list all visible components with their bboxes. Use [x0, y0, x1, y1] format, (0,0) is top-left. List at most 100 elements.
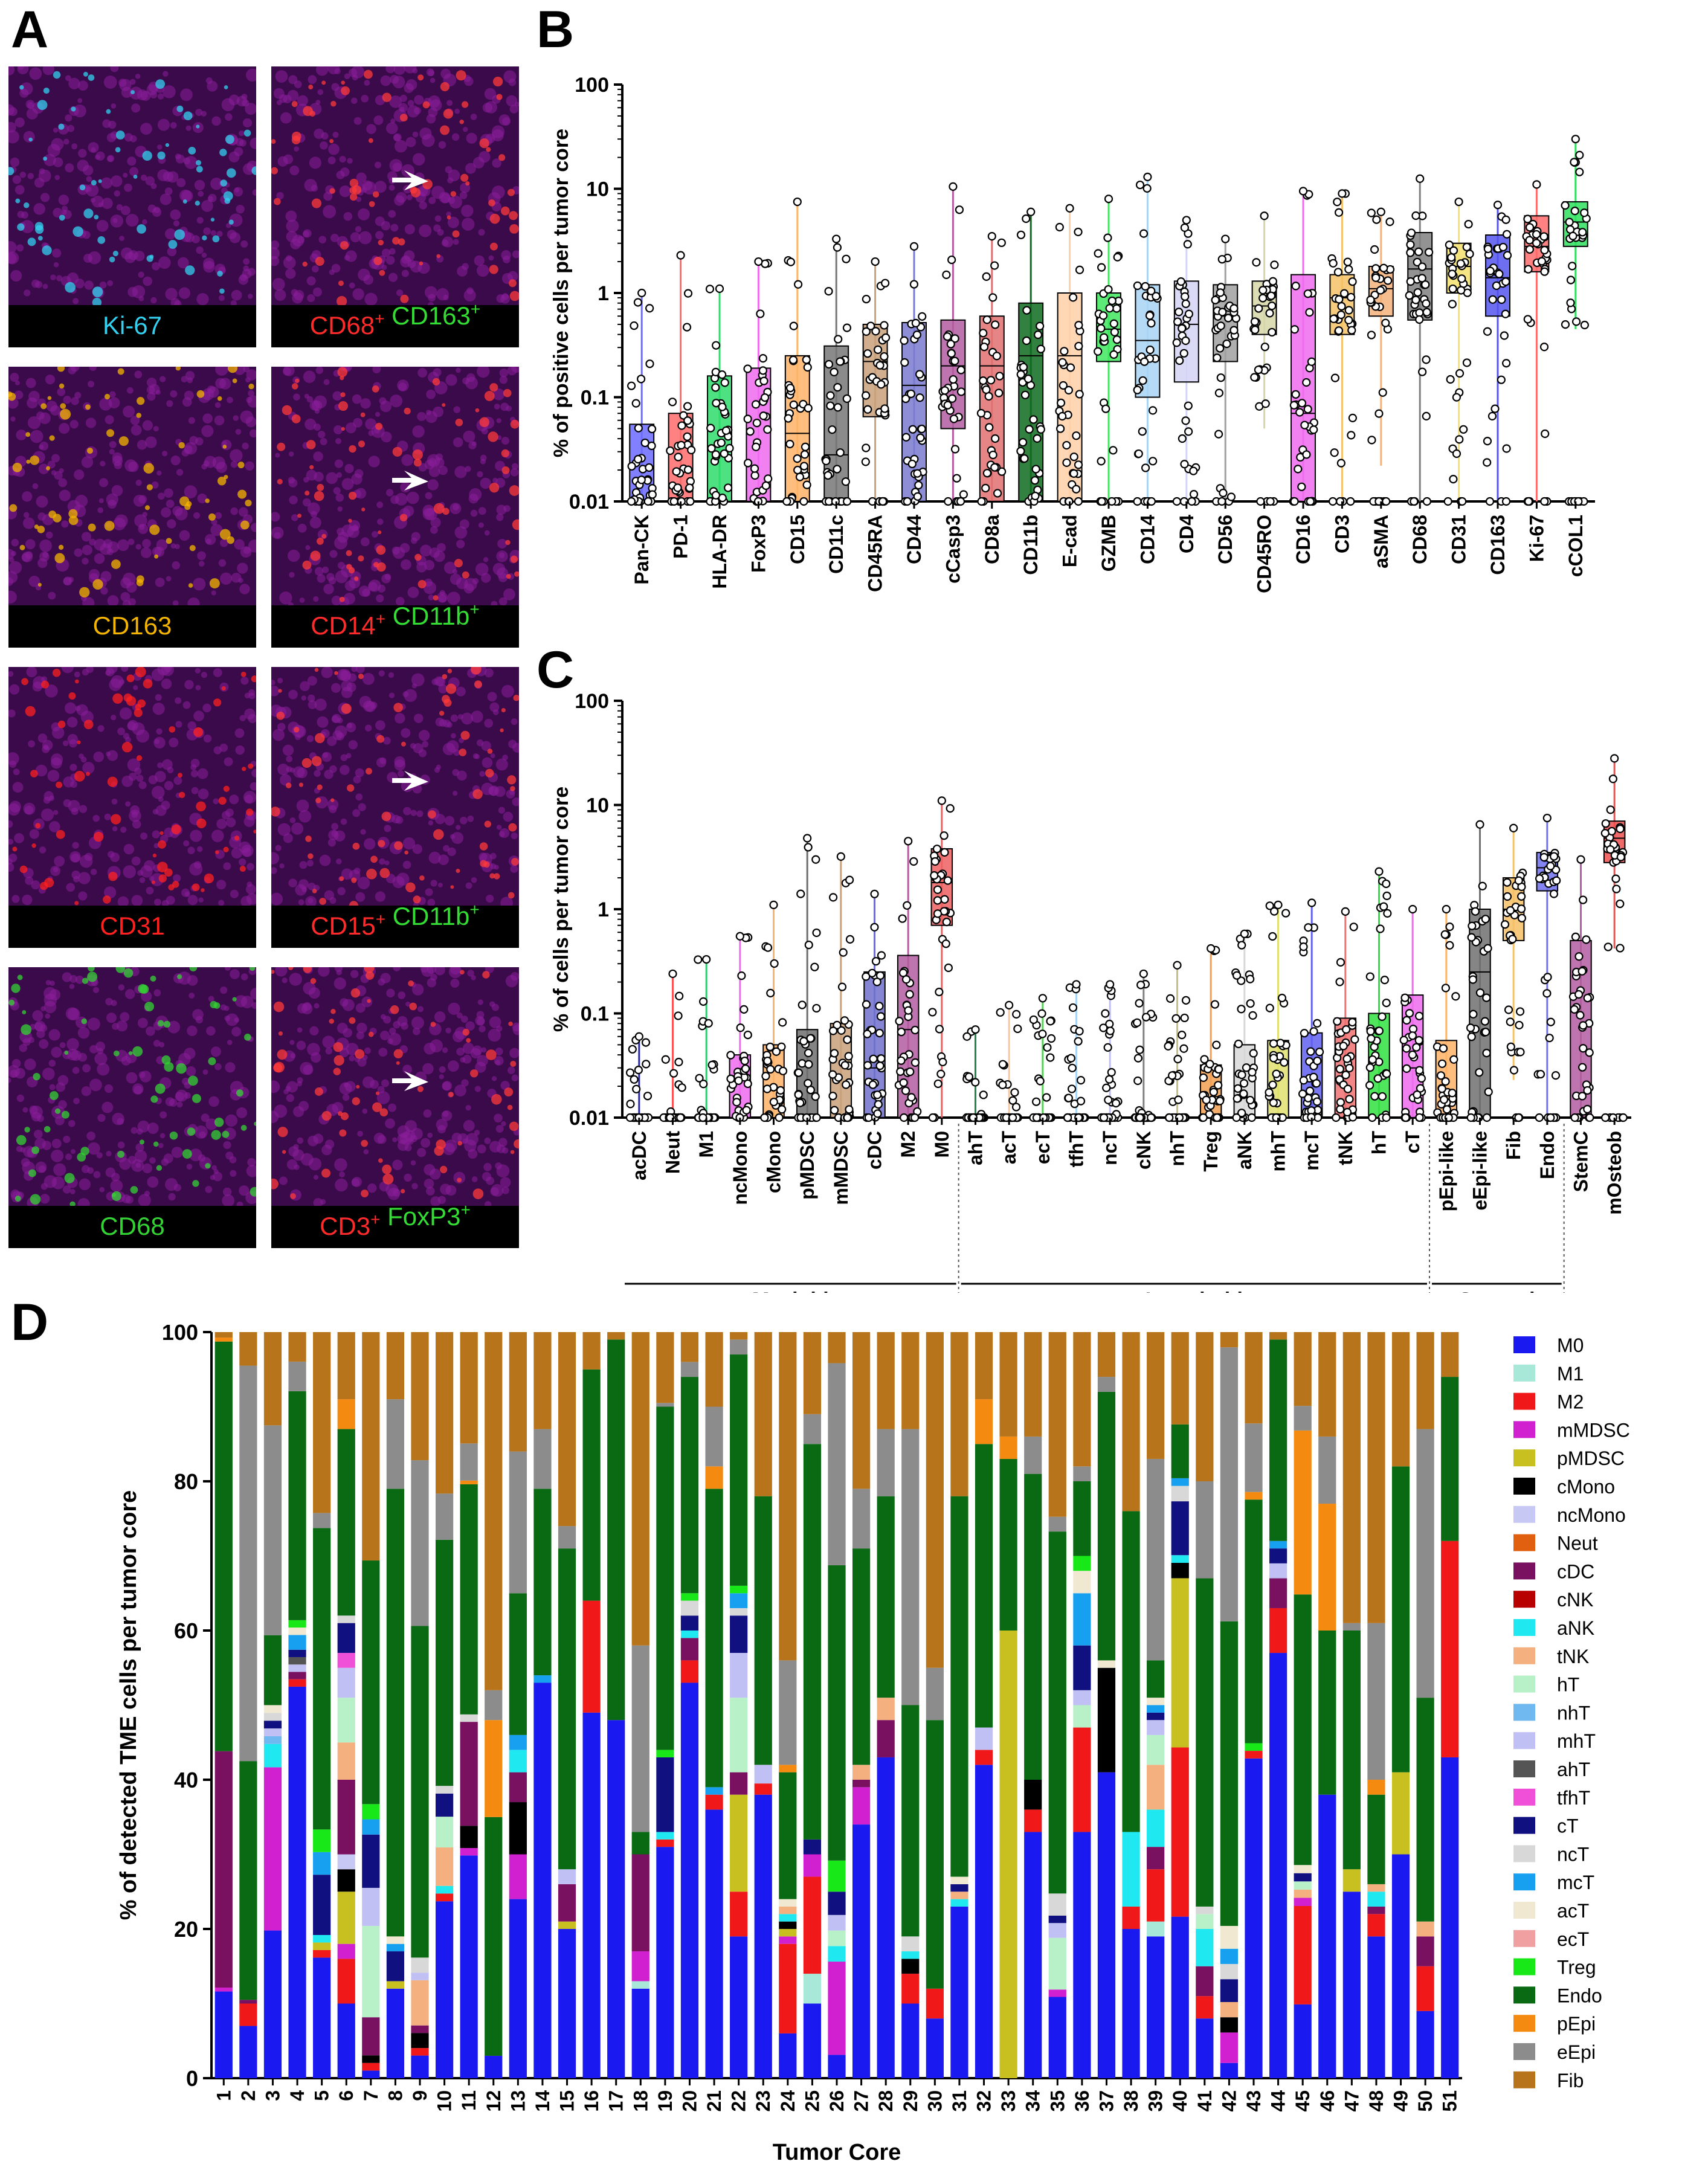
- data-point: [1143, 172, 1152, 181]
- data-point: [1468, 975, 1478, 984]
- nucleus-dot: [362, 672, 375, 685]
- data-point: [1046, 1034, 1056, 1043]
- marker-dot: [277, 478, 283, 485]
- nucleus-dot: [491, 1076, 497, 1081]
- data-point: [907, 1093, 916, 1102]
- marker-dot: [392, 446, 402, 457]
- nucleus-dot: [308, 883, 316, 890]
- nucleus-dot: [453, 406, 461, 413]
- data-point: [1345, 1063, 1354, 1073]
- x-tick-label: pEpi-like: [1436, 1131, 1457, 1211]
- nucleus-dot: [326, 472, 338, 485]
- nucleus-dot: [185, 125, 192, 131]
- marker-dot: [404, 850, 408, 855]
- nucleus-dot: [125, 801, 131, 807]
- nucleus-dot: [496, 294, 505, 303]
- data-point: [950, 356, 959, 365]
- nucleus-dot: [401, 269, 409, 277]
- marker-dot: [290, 1193, 296, 1199]
- data-point: [1056, 424, 1065, 433]
- marker-dot: [161, 1055, 171, 1065]
- data-point: [1485, 497, 1495, 506]
- nucleus-dot: [88, 142, 99, 153]
- marker-dot: [240, 1124, 247, 1131]
- marker-dot: [351, 877, 357, 883]
- nucleus-dot: [372, 367, 381, 373]
- marker-dot: [501, 449, 509, 458]
- nucleus-dot: [395, 713, 405, 724]
- nucleus-dot: [317, 574, 326, 583]
- nucleus-dot: [314, 128, 324, 140]
- nucleus-dot: [282, 744, 294, 756]
- marker-dot: [61, 1110, 69, 1119]
- data-point: [947, 394, 957, 403]
- nucleus-dot: [202, 1069, 208, 1075]
- data-point: [868, 1080, 877, 1089]
- nucleus-dot: [167, 519, 176, 529]
- marker-dot: [182, 199, 187, 204]
- marker-dot: [196, 166, 203, 173]
- data-point: [743, 1030, 752, 1040]
- data-point: [1437, 1084, 1446, 1093]
- nucleus-dot: [199, 1157, 212, 1170]
- nucleus-dot: [69, 984, 75, 990]
- data-point: [1068, 1063, 1077, 1072]
- data-point: [704, 1019, 713, 1028]
- data-point: [674, 452, 683, 462]
- nucleus-dot: [170, 390, 178, 398]
- marker-dot: [74, 901, 79, 906]
- nucleus-dot: [8, 130, 19, 144]
- data-point: [935, 987, 944, 997]
- data-point: [915, 370, 924, 379]
- box-stemc: [1568, 855, 1594, 1122]
- nucleus-dot: [411, 673, 425, 687]
- nucleus-dot: [507, 1066, 515, 1074]
- nucleus-dot: [340, 754, 348, 761]
- data-point: [1062, 458, 1071, 467]
- nucleus-dot: [360, 398, 371, 409]
- data-point: [915, 393, 924, 402]
- data-point: [1313, 1019, 1322, 1028]
- data-point: [1036, 1077, 1045, 1086]
- nucleus-dot: [375, 231, 384, 240]
- nucleus-dot: [331, 263, 341, 273]
- nucleus-dot: [161, 667, 175, 677]
- nucleus-dot: [446, 740, 459, 753]
- marker-dot: [68, 509, 78, 518]
- marker-dot: [314, 1087, 323, 1096]
- nucleus-dot: [39, 539, 53, 552]
- data-point: [793, 454, 802, 463]
- marker-dot: [157, 861, 168, 873]
- x-tick-label: CD3: [1331, 515, 1353, 553]
- data-point: [1329, 314, 1338, 323]
- nucleus-dot: [238, 130, 245, 137]
- marker-dot: [271, 139, 276, 144]
- data-point: [979, 329, 988, 338]
- marker-dot: [510, 1150, 515, 1154]
- marker-dot: [472, 789, 483, 799]
- data-point: [1441, 984, 1451, 993]
- nucleus-dot: [195, 1016, 204, 1024]
- nucleus-dot: [48, 591, 56, 600]
- nucleus-dot: [428, 594, 434, 600]
- data-point: [1254, 304, 1263, 313]
- data-point: [1180, 460, 1189, 469]
- data-point: [672, 467, 681, 476]
- data-point: [799, 497, 808, 506]
- data-point: [1451, 992, 1460, 1001]
- marker-dot: [510, 419, 519, 429]
- data-point: [1101, 1009, 1110, 1018]
- marker-dot: [330, 1008, 336, 1014]
- nucleus-dot: [59, 1042, 66, 1049]
- data-point: [982, 272, 991, 282]
- data-point: [1346, 497, 1355, 506]
- data-point: [936, 1069, 946, 1078]
- marker-dot: [108, 872, 118, 881]
- nucleus-dot: [193, 578, 206, 591]
- data-point: [1523, 214, 1532, 224]
- data-point: [686, 497, 695, 506]
- marker-dot: [16, 1135, 27, 1145]
- nucleus-dot: [313, 1174, 319, 1180]
- nucleus-dot: [150, 91, 158, 99]
- nucleus-dot: [488, 1028, 501, 1042]
